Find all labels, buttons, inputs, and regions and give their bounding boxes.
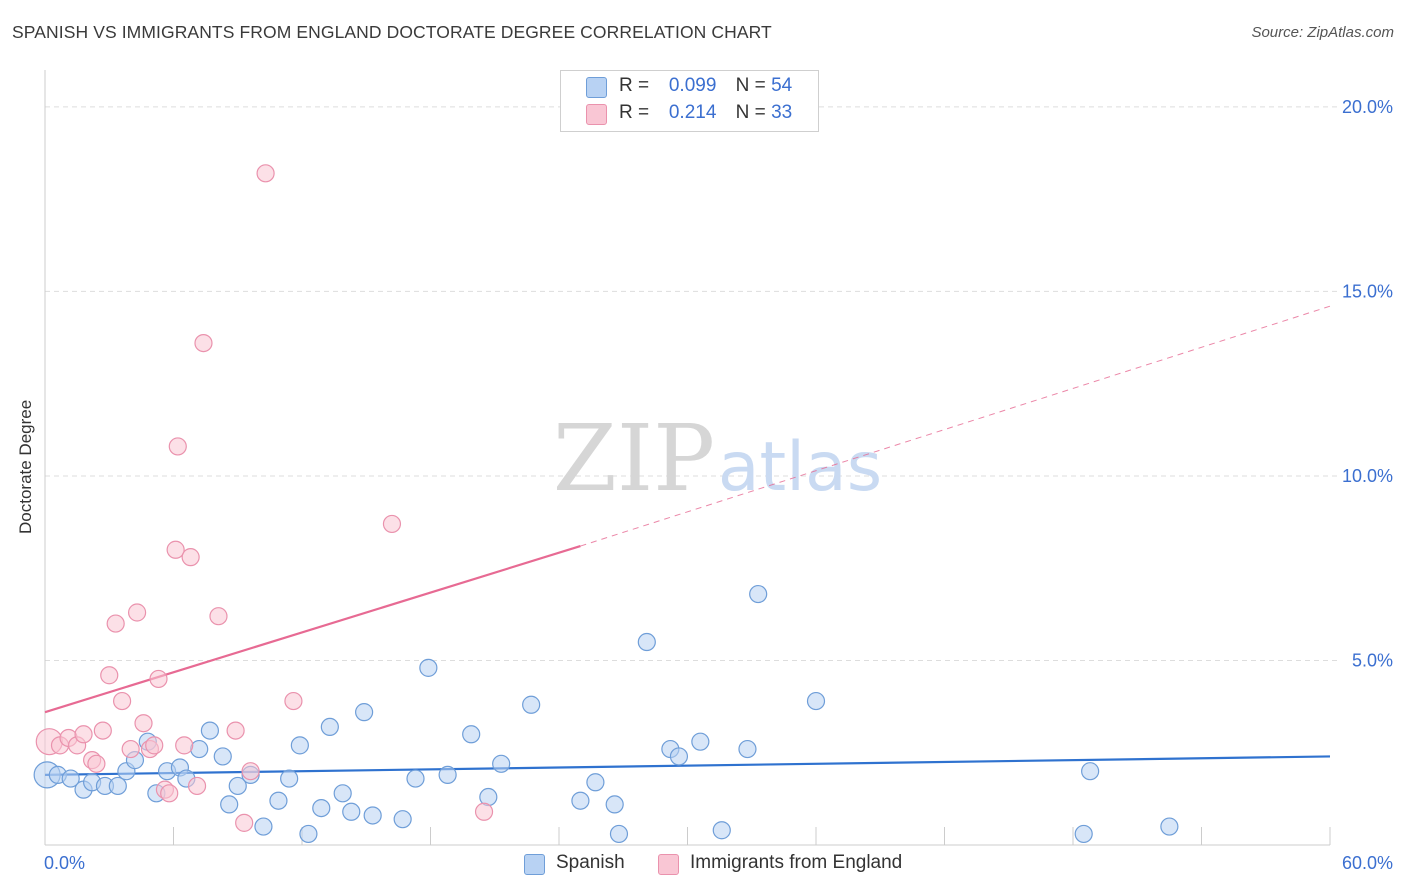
spanish-point: [609, 824, 629, 844]
x-tick-label: 0.0%: [44, 853, 85, 873]
england-point: [194, 333, 213, 353]
spanish-point: [438, 765, 457, 784]
watermark: ZIP atlas: [553, 405, 882, 512]
spanish-point: [1074, 824, 1093, 844]
england-point: [235, 813, 254, 832]
england-legend-label: Immigrants from England: [690, 852, 903, 873]
england-point: [166, 540, 185, 559]
spanish-point: [571, 791, 590, 810]
england-point: [93, 721, 112, 740]
y-tick-label: 15.0%: [1342, 281, 1393, 301]
r-label: R =: [619, 102, 650, 123]
spanish-point: [492, 754, 511, 773]
spanish-point: [586, 773, 605, 792]
spanish-point: [806, 691, 826, 711]
england-point: [127, 603, 147, 622]
y-axis-label: Doctorate Degree: [16, 399, 35, 534]
england-point: [106, 614, 125, 633]
spanish-point: [363, 806, 382, 825]
axes: [44, 70, 1331, 846]
spanish-legend-swatch: [524, 854, 545, 875]
spanish-point: [299, 824, 318, 844]
r-value: 0.099: [668, 75, 717, 96]
y-tick-label: 10.0%: [1342, 466, 1393, 486]
watermark-zip: ZIP: [553, 405, 715, 512]
spanish-point: [213, 747, 232, 766]
y-tick-label: 20.0%: [1342, 97, 1393, 117]
stats-legend: R = 0.099 N = 54 R = 0.214 N = 33: [560, 70, 819, 132]
spanish-point: [333, 784, 352, 803]
england-swatch: [586, 104, 607, 125]
spanish-point: [280, 769, 299, 788]
england-point: [209, 607, 228, 626]
spanish-point: [254, 817, 273, 836]
spanish-point: [269, 791, 288, 810]
spanish-point: [749, 584, 768, 604]
england-point: [160, 784, 179, 803]
england-point: [134, 714, 153, 733]
spanish-point: [691, 732, 710, 751]
england-point: [474, 802, 494, 821]
spanish-point: [522, 695, 541, 714]
trend-lines: [44, 305, 1331, 776]
spanish-point: [462, 725, 481, 744]
spanish-point: [220, 795, 239, 814]
spanish-point: [419, 658, 438, 677]
spanish-point: [108, 776, 127, 796]
y-tick-label: 5.0%: [1352, 650, 1393, 670]
england-point: [181, 548, 200, 567]
england-point: [87, 754, 106, 773]
n-value: 54: [771, 75, 793, 96]
spanish-point: [406, 769, 425, 788]
r-value: 0.214: [668, 102, 717, 123]
england-legend-swatch: [658, 854, 679, 875]
spanish-point: [190, 739, 209, 759]
england-point: [145, 736, 164, 755]
england-point: [149, 669, 168, 689]
n-label: N =: [735, 75, 766, 96]
spanish-point: [355, 703, 374, 722]
chart-title: SPANISH VS IMMIGRANTS FROM ENGLAND DOCTO…: [12, 22, 772, 42]
spanish-point: [228, 776, 247, 796]
england-point: [187, 776, 207, 796]
n-value: 33: [771, 102, 793, 123]
tick-labels: 5.0% 10.0% 15.0% 20.0% 0.0% 60.0%: [44, 97, 1393, 873]
spanish-point: [312, 798, 331, 818]
spanish-point: [320, 717, 339, 737]
spanish-point: [738, 739, 757, 759]
spanish-point: [712, 821, 731, 840]
spanish-point: [605, 795, 624, 814]
england-point: [121, 739, 140, 759]
data-points: [33, 164, 1179, 844]
england-point: [226, 721, 245, 740]
watermark-atlas: atlas: [718, 428, 882, 507]
england-point: [74, 725, 93, 744]
spanish-point: [393, 810, 412, 829]
spanish-legend-label: Spanish: [556, 852, 625, 873]
x-tick-label: 60.0%: [1342, 853, 1393, 873]
england-point: [168, 437, 187, 456]
spanish-swatch: [586, 77, 607, 98]
grid-lines: [45, 106, 1338, 661]
england-point: [284, 691, 303, 711]
spanish-point: [1160, 817, 1179, 836]
england-trend-line: [44, 545, 581, 714]
england-point: [100, 666, 119, 685]
england-point: [175, 736, 194, 755]
spanish-point: [290, 736, 309, 755]
england-point: [241, 762, 260, 781]
r-label: R =: [619, 75, 650, 96]
england-point: [382, 514, 402, 534]
spanish-point: [200, 721, 220, 740]
spanish-point: [637, 632, 656, 652]
spanish-point: [1081, 762, 1100, 781]
n-label: N =: [735, 102, 766, 123]
spanish-point: [342, 802, 361, 821]
source-label: Source: ZipAtlas.com: [1251, 24, 1394, 41]
spanish-point: [669, 747, 689, 766]
spanish-point: [61, 769, 80, 788]
england-point: [112, 691, 132, 711]
england-point: [256, 164, 275, 183]
